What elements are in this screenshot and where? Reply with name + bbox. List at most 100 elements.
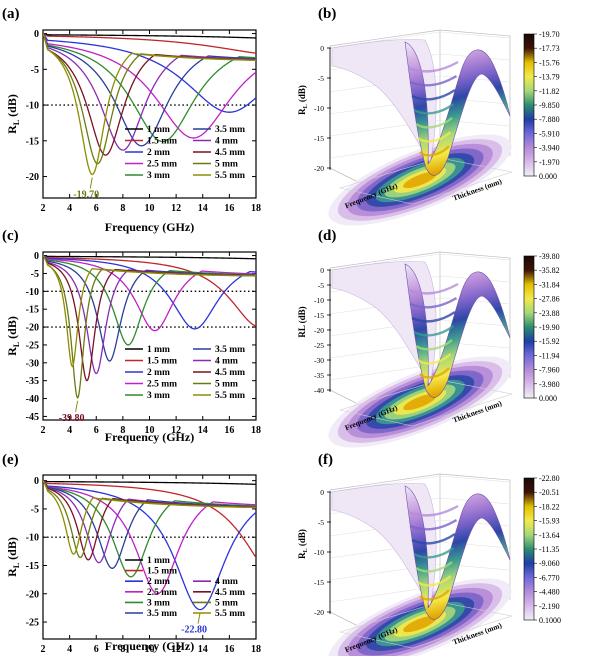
x-tick-label: 18 xyxy=(251,644,261,655)
x-tick-label: 2 xyxy=(41,203,46,214)
line-chart-a: (a)2 4 6 8 10 12 14 16 180-5-10-15-20-19.701 mm1… xyxy=(2,6,261,234)
legend-label: 5 mm xyxy=(215,598,238,608)
y-axis-label: RL (dB) xyxy=(5,537,21,577)
y-tick-label: -10 xyxy=(26,287,39,298)
surface-band-stripe xyxy=(409,518,458,531)
colorbar-label: -11.94 xyxy=(539,351,559,360)
y-axis-label: RL (dB) xyxy=(5,94,21,134)
legend-label: 1 mm xyxy=(147,556,170,566)
x-tick-label: 14 xyxy=(198,644,208,655)
series-line-3mm xyxy=(43,480,256,578)
y-tick-label: -10 xyxy=(26,533,39,544)
colorbar-strip xyxy=(523,33,535,177)
series-line-3mm xyxy=(43,255,256,346)
z-tick-label: -15 xyxy=(314,134,324,143)
y-tick-label: -35 xyxy=(26,376,39,387)
x-tick-label: 4 xyxy=(67,425,72,436)
colorbar-strip xyxy=(523,477,535,621)
series-line-3.5mm xyxy=(43,33,256,147)
z-tick-label: -5 xyxy=(318,518,324,527)
y-tick-label: -45 xyxy=(26,412,39,423)
y-tick-label: 0 xyxy=(34,29,39,40)
x-axis-label: Frequency (GHz) xyxy=(105,639,194,653)
y-tick-label: -20 xyxy=(26,589,39,600)
surface-band-stripe xyxy=(407,60,459,73)
colorbar-label: -7.880 xyxy=(539,115,560,124)
z-axis-label: RL (dB) xyxy=(297,306,307,337)
colorbar-label: -1.970 xyxy=(539,158,560,167)
x-tick-label: 10 xyxy=(145,425,155,436)
y-tick-label: -30 xyxy=(26,358,39,369)
surface-band-stripe xyxy=(419,367,450,379)
floor-contour-band xyxy=(403,171,437,189)
surface-band-stripe xyxy=(419,589,450,601)
surface-band-stripe xyxy=(411,533,456,545)
series-line-2mm xyxy=(43,255,256,330)
colorbar-label: -19.90 xyxy=(539,323,560,332)
y-tick-label: -25 xyxy=(26,618,39,629)
z-tick-label: -25 xyxy=(314,341,324,350)
legend-label: 4 mm xyxy=(215,137,238,147)
floor-contour-band xyxy=(403,393,437,411)
z-tick-label: -20 xyxy=(314,164,324,173)
series-group xyxy=(43,480,256,611)
surface-band-stripe xyxy=(413,103,455,115)
surface-valley xyxy=(404,485,511,620)
series-line-5.5mm xyxy=(43,33,256,176)
min-value-label: -19.70 xyxy=(73,189,99,200)
legend-label: 4 mm xyxy=(215,577,238,587)
panel-label: (b) xyxy=(318,6,336,22)
surface-band-stripe xyxy=(417,575,452,587)
surface-band-stripe xyxy=(411,89,456,101)
z-tick-label: 0 xyxy=(320,488,324,497)
y-tick-label: -5 xyxy=(31,504,39,515)
colorbar-label: -5.910 xyxy=(539,129,560,138)
floor-plane xyxy=(338,379,513,427)
series-line-2mm xyxy=(43,480,256,611)
legend-label: 3.5 mm xyxy=(215,345,245,355)
surface-band-stripe xyxy=(411,311,456,323)
legend-label: 4.5 mm xyxy=(215,148,245,158)
surface-band-stripe xyxy=(417,353,452,365)
x-tick-label: 12 xyxy=(171,644,181,655)
panel-label: (d) xyxy=(318,228,336,244)
z-tick-label: -30 xyxy=(314,356,324,365)
floor-contour-band xyxy=(403,615,437,633)
grid-line xyxy=(439,319,511,327)
y-tick-label: -20 xyxy=(26,172,39,183)
surface-band-stripe xyxy=(409,74,458,87)
z-tick-label: -15 xyxy=(314,578,324,587)
legend-label: 5 mm xyxy=(215,380,238,390)
x-tick-label: 16 xyxy=(224,425,234,436)
z-axis-label: RL (dB) xyxy=(297,529,309,559)
colorbar-label: -4.480 xyxy=(539,588,560,597)
surface-band-stripe xyxy=(415,117,453,129)
colorbar-label: -15.93 xyxy=(539,517,560,526)
colorbar-label: -6.770 xyxy=(539,573,560,582)
z-tick-label: -10 xyxy=(314,548,324,557)
colorbar-label: -11.82 xyxy=(539,87,559,96)
legend-label: 1 mm xyxy=(147,345,170,355)
z-tick-label: -20 xyxy=(314,608,324,617)
series-line-5.5mm xyxy=(43,255,256,368)
colorbar-label: -17.73 xyxy=(539,44,560,53)
x-tick-label: 4 xyxy=(67,644,72,655)
y-tick-label: 0 xyxy=(34,476,39,487)
series-line-2.5mm xyxy=(43,255,256,332)
x-tick-label: 16 xyxy=(224,203,234,214)
legend-label: 2.5 mm xyxy=(147,160,177,170)
y-tick-label: -40 xyxy=(26,394,39,405)
panel-label: (a) xyxy=(2,6,20,22)
z-tick-label: -20 xyxy=(314,326,324,335)
colorbar-label: -18.22 xyxy=(539,502,560,511)
floor-plane xyxy=(338,157,513,205)
z-tick-label: -5 xyxy=(318,281,324,290)
y-tick-label: -25 xyxy=(26,340,39,351)
series-line-2.5mm xyxy=(43,480,256,595)
z-tick-label: -40 xyxy=(314,386,324,395)
legend: 1 mm 1.5 mm2 mm 2.5 mm3 mm 3.5 mm 4 mm4.5 mm… xyxy=(125,345,245,401)
x-tick-label: 2 xyxy=(41,425,46,436)
